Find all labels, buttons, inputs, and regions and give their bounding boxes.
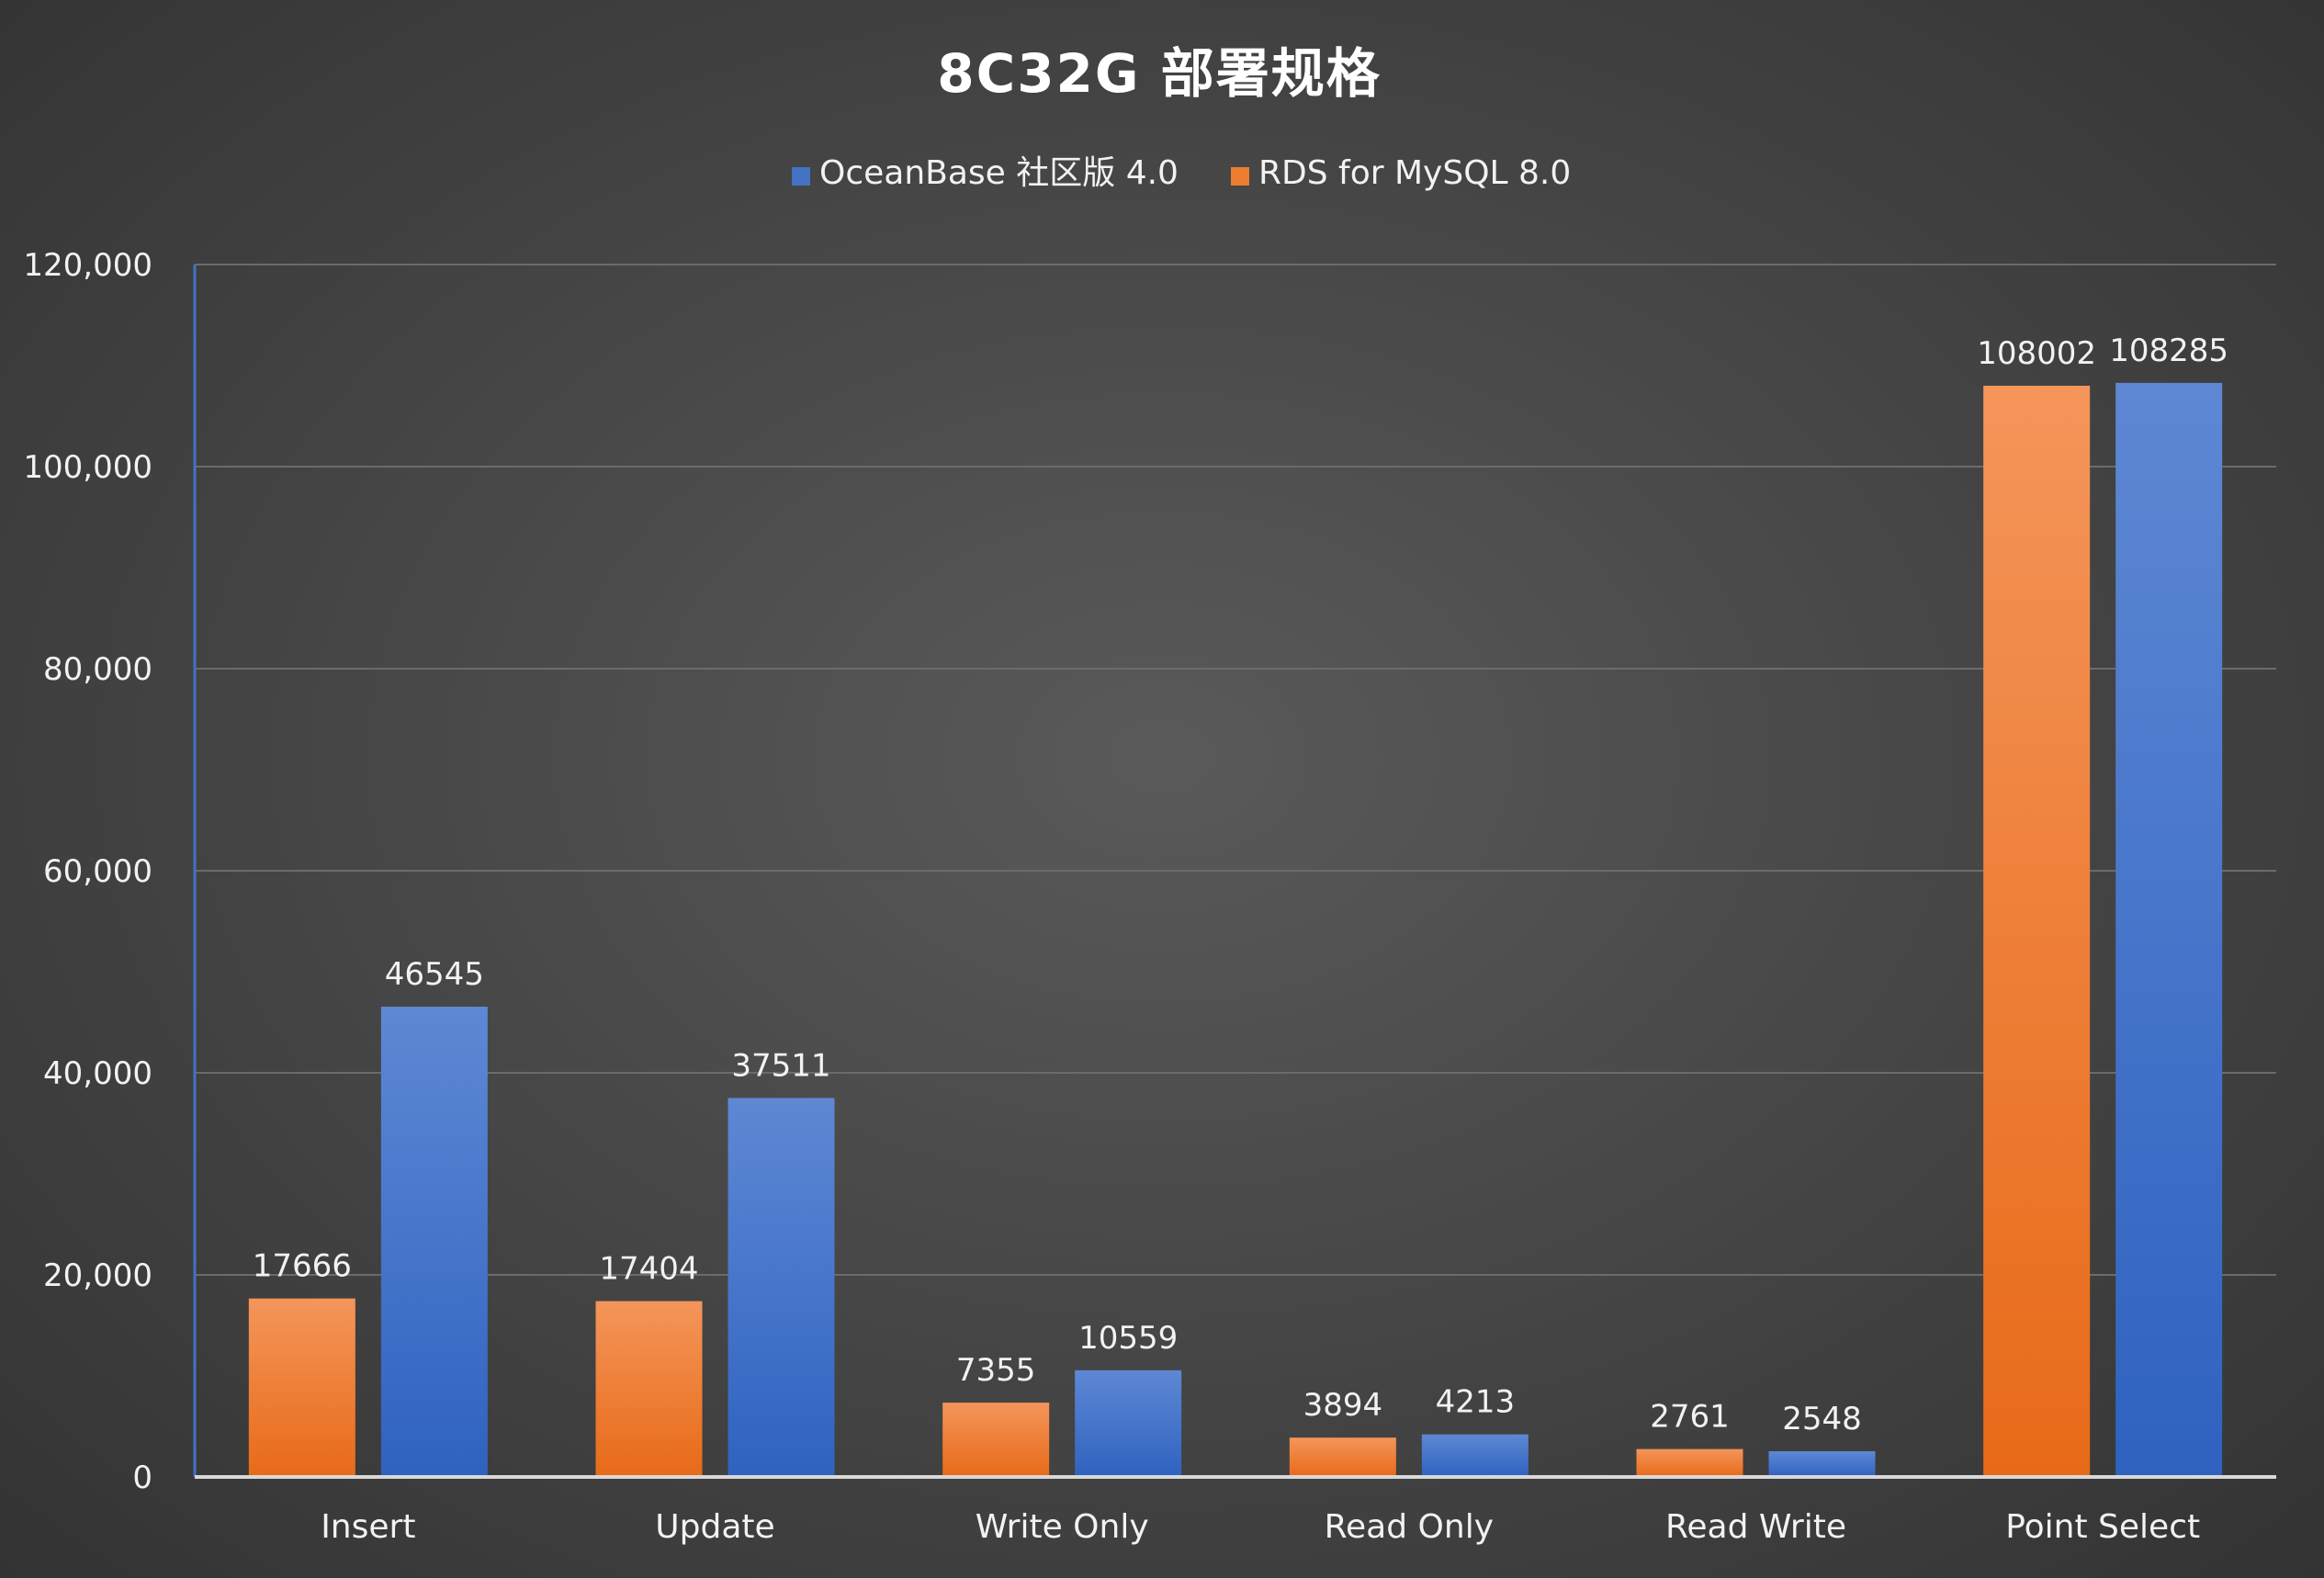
- legend: OceanBase 社区版 4.0 RDS for MySQL 8.0: [792, 154, 1571, 192]
- y-axis-ticks: 0 20,000 40,000 60,000 80,000 100,000 120,000: [23, 247, 152, 1496]
- data-label: 17404: [599, 1251, 698, 1288]
- data-label: 2548: [1782, 1401, 1862, 1437]
- data-label: 7355: [956, 1352, 1036, 1389]
- y-tick-label: 40,000: [43, 1055, 152, 1092]
- data-label: 46545: [385, 956, 484, 993]
- bar-oceanbase-write-only: [1075, 1369, 1182, 1477]
- data-labels: 17666 46545 17404 37511 7355 10559 3894 4213 276…: [253, 333, 2228, 1437]
- x-axis-categories: Insert Update Write Only Read Only Read Writ…: [321, 1508, 2200, 1546]
- x-category-label: Update: [655, 1508, 774, 1546]
- legend-swatch: [792, 167, 810, 186]
- data-label: 37511: [731, 1047, 830, 1084]
- data-label: 108285: [2109, 333, 2228, 369]
- y-tick-label: 100,000: [23, 449, 152, 486]
- bar-rds-point-select: [1983, 385, 2091, 1477]
- data-label: 3894: [1303, 1387, 1383, 1424]
- gridlines: [195, 264, 2276, 1276]
- bar-rds-read-only: [1289, 1437, 1396, 1477]
- y-tick-label: 120,000: [23, 247, 152, 284]
- bar-rds-insert: [248, 1298, 355, 1477]
- axes: [193, 265, 2276, 1479]
- x-category-label: Write Only: [976, 1508, 1149, 1546]
- legend-swatch: [1231, 167, 1249, 186]
- data-label: 10559: [1078, 1320, 1178, 1357]
- x-category-label: Read Only: [1325, 1508, 1494, 1546]
- y-tick-label: 60,000: [43, 853, 152, 890]
- bar-oceanbase-update: [728, 1098, 835, 1477]
- legend-label: OceanBase 社区版 4.0: [819, 154, 1179, 192]
- bar-rds-read-write: [1636, 1448, 1743, 1477]
- x-category-label: Read Write: [1665, 1508, 1846, 1546]
- chart-title: 8C32G 部署规格: [937, 42, 1381, 105]
- x-category-label: Insert: [321, 1508, 415, 1546]
- bar-rds-update: [595, 1301, 703, 1477]
- data-label: 17666: [253, 1248, 352, 1285]
- bar-rds-write-only: [942, 1403, 1050, 1477]
- x-category-label: Point Select: [2005, 1508, 2200, 1546]
- data-label: 4213: [1436, 1384, 1516, 1421]
- bar-oceanbase-read-write: [1768, 1450, 1876, 1477]
- bars: [248, 382, 2223, 1477]
- bar-oceanbase-insert: [380, 1007, 488, 1477]
- y-tick-label: 20,000: [43, 1257, 152, 1294]
- data-label: 2761: [1650, 1399, 1730, 1436]
- y-tick-label: 0: [132, 1460, 152, 1496]
- y-tick-label: 80,000: [43, 651, 152, 688]
- bar-oceanbase-point-select: [2115, 382, 2223, 1477]
- bar-oceanbase-read-only: [1421, 1434, 1529, 1477]
- legend-label: RDS for MySQL 8.0: [1258, 154, 1571, 192]
- data-label: 108002: [1977, 335, 2096, 372]
